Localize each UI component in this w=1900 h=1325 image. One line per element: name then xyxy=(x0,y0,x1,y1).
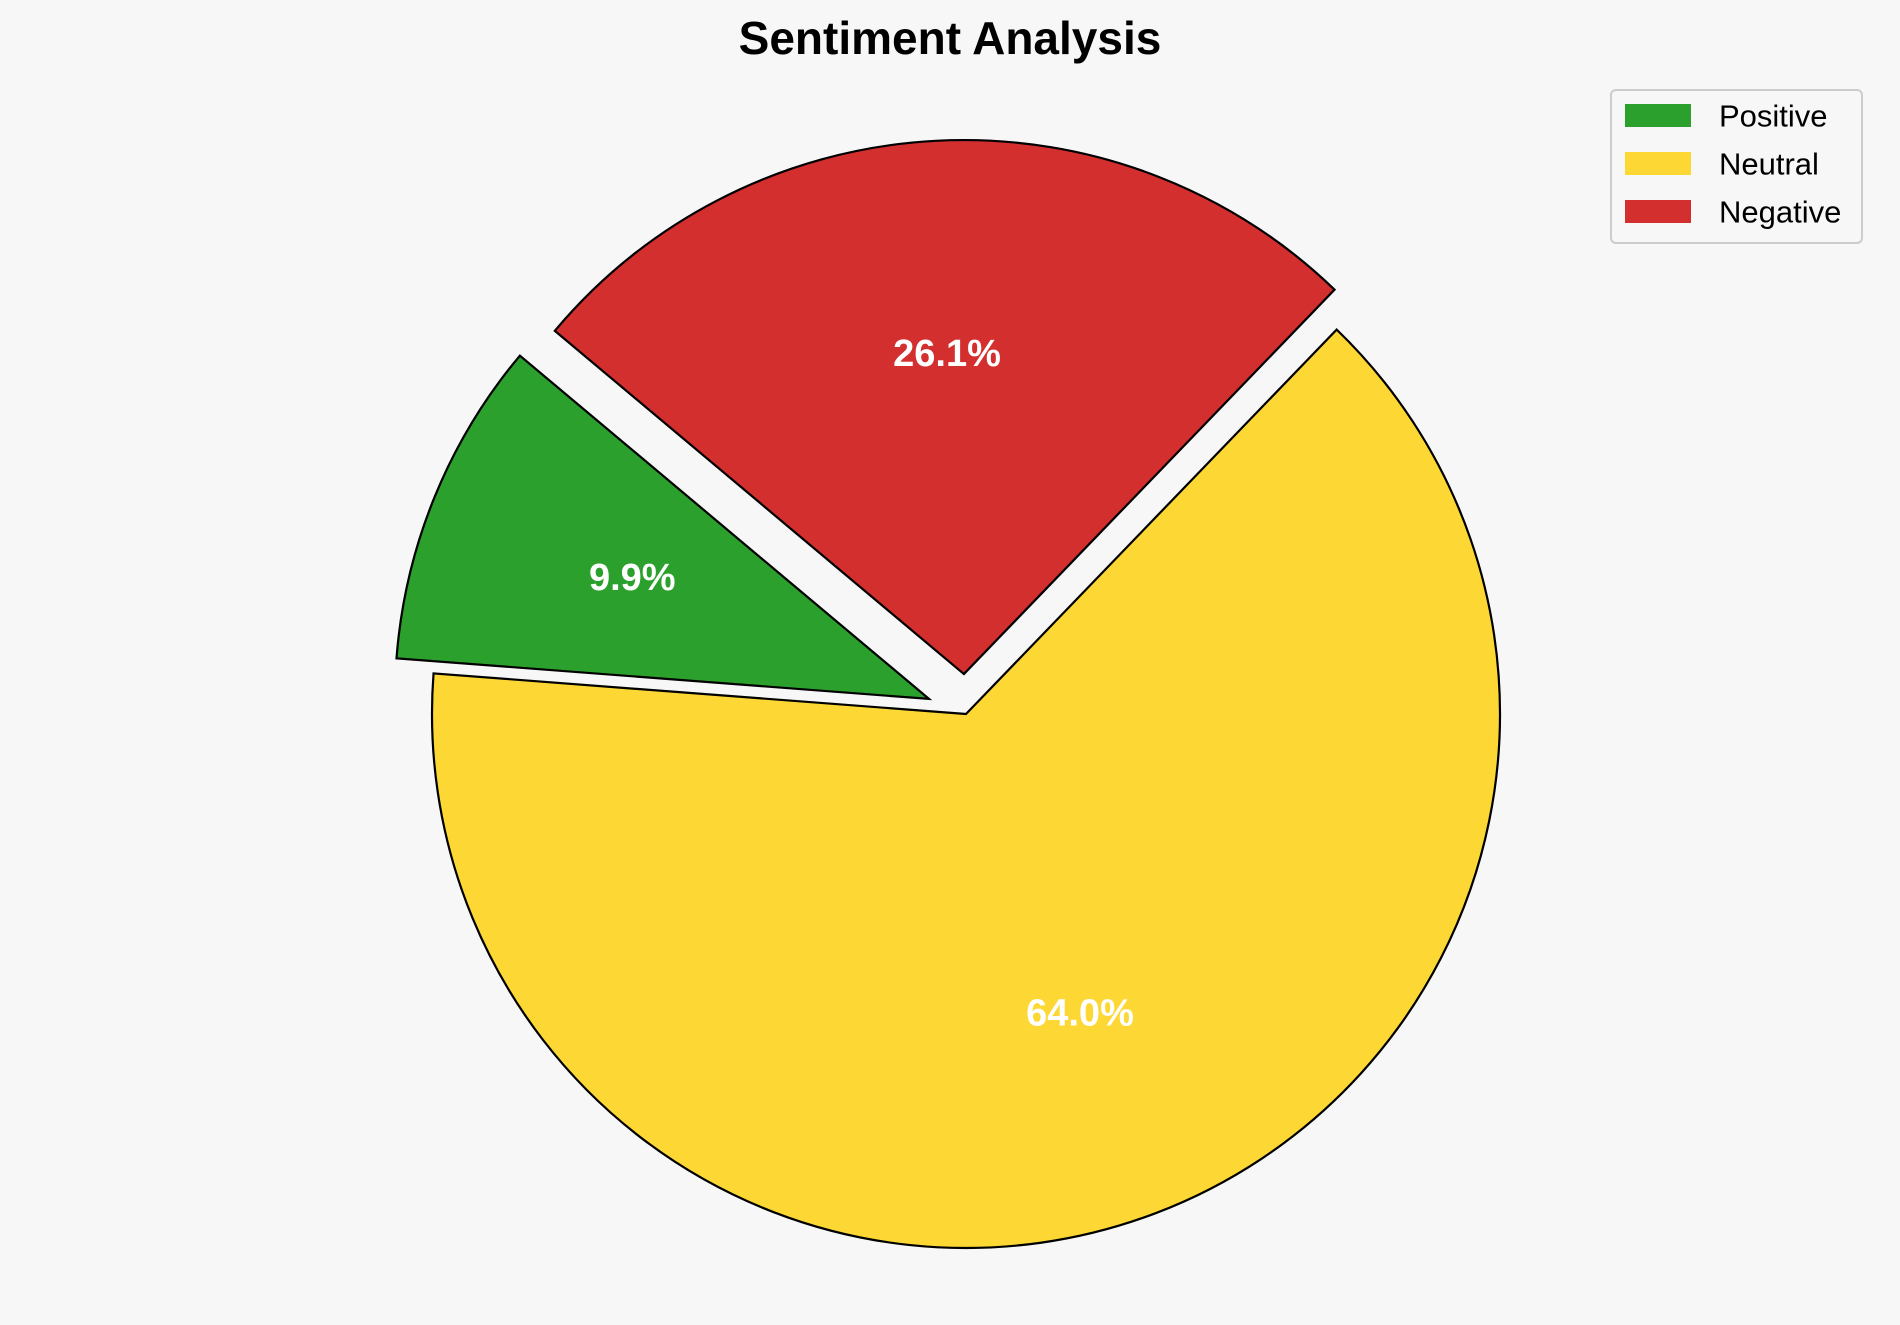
slice-label-positive: 9.9% xyxy=(589,557,676,599)
chart-title: Sentiment Analysis xyxy=(739,12,1162,64)
labels-group: 9.9% 64.0% 26.1% xyxy=(589,333,1134,1034)
legend-label-neutral: Neutral xyxy=(1719,147,1819,182)
pie-slice-negative xyxy=(553,139,1337,676)
legend-swatch-negative xyxy=(1625,200,1691,223)
legend-label-negative: Negative xyxy=(1719,195,1841,230)
legend: Positive Neutral Negative xyxy=(1610,89,1863,244)
pie-slice-neutral xyxy=(430,328,1502,1250)
legend-swatch-positive xyxy=(1625,104,1691,127)
slice-label-negative: 26.1% xyxy=(893,333,1001,375)
pie-slice-positive xyxy=(395,354,933,701)
slices-group xyxy=(395,139,1502,1250)
legend-label-positive: Positive xyxy=(1719,99,1828,134)
slice-label-neutral: 64.0% xyxy=(1026,992,1134,1034)
legend-swatch-neutral xyxy=(1625,152,1691,175)
